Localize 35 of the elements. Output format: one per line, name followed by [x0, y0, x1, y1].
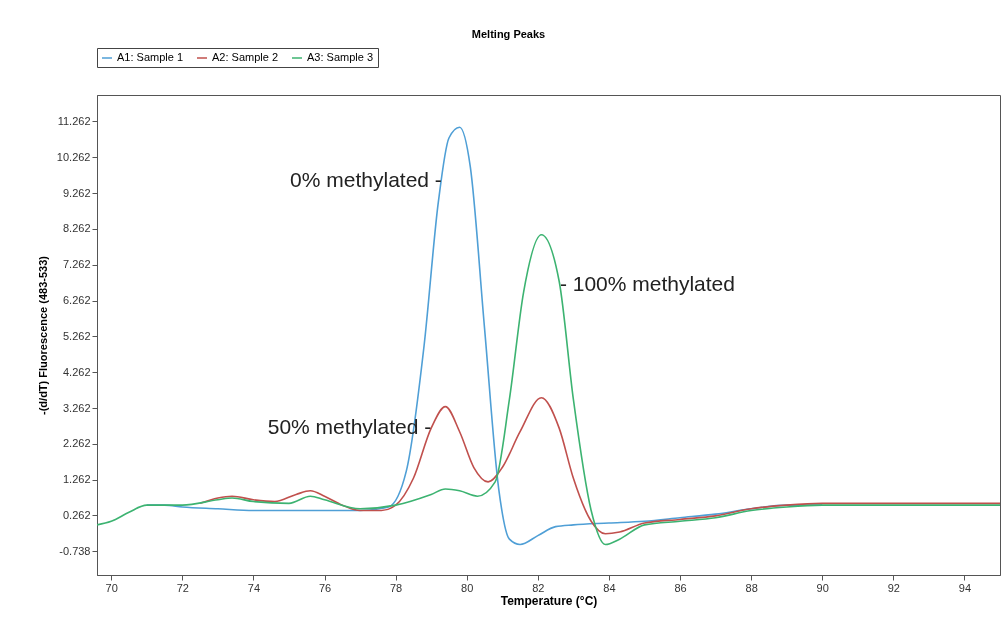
x-tick-label: 94 [958, 581, 972, 594]
y-tick-label: 4.262 [62, 365, 91, 378]
y-tick-label: 6.262 [62, 294, 91, 307]
y-tick-label: 3.262 [62, 401, 91, 414]
legend-label: A3: Sample 3 [307, 51, 374, 63]
y-tick-label: 0.262 [62, 508, 91, 521]
y-axis-title: -(d/dT) Fluorescence (483-533) [36, 255, 49, 415]
x-tick-label: 92 [887, 581, 900, 594]
x-tick-label: 90 [816, 581, 829, 594]
annotation: - 100% methylated [559, 271, 735, 295]
x-tick-label: 80 [461, 581, 474, 594]
x-tick-label: 70 [105, 581, 118, 594]
legend-label: A2: Sample 2 [212, 51, 279, 63]
y-tick-label: -0.738 [59, 544, 91, 557]
y-tick-label: 9.262 [62, 186, 91, 199]
x-tick-label: 76 [318, 581, 332, 594]
y-tick-label: 2.262 [62, 437, 91, 450]
x-tick-label: 82 [532, 581, 545, 594]
x-tick-label: 86 [674, 581, 687, 594]
y-tick-label: 7.262 [62, 258, 91, 271]
annotation: 0% methylated - [290, 167, 442, 191]
legend-label: A1: Sample 1 [117, 51, 184, 63]
y-tick-label: 1.262 [62, 473, 91, 486]
line-series [97, 233, 1000, 546]
y-tick-label: 5.262 [62, 329, 91, 342]
y-tick-label: 11.262 [57, 114, 91, 127]
y-tick-label: 8.262 [62, 222, 91, 235]
x-tick-label: 78 [390, 581, 403, 594]
x-tick-label: 88 [745, 581, 758, 594]
chart-title: Melting Peaks [471, 27, 546, 40]
x-tick-label: 84 [603, 581, 616, 594]
x-axis-title: Temperature (°C) [500, 593, 598, 608]
y-tick-label: 10.262 [56, 150, 91, 163]
x-tick-label: 74 [247, 581, 261, 594]
x-tick-label: 72 [176, 581, 189, 594]
